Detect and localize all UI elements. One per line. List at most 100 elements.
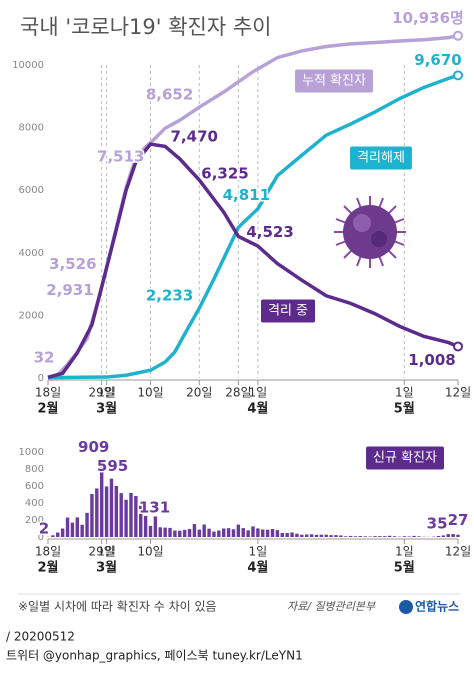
- bar: [114, 486, 119, 537]
- bar: [456, 534, 460, 537]
- label-box-bg: [350, 146, 412, 170]
- y-tick-label: 2000: [19, 310, 44, 321]
- y-tick-label: 8000: [19, 123, 44, 134]
- series-line: [47, 73, 459, 380]
- bar: [285, 533, 289, 537]
- bar: [363, 536, 367, 537]
- bar: [436, 535, 441, 537]
- label-box-bg: [260, 299, 316, 323]
- label-box: 누적 확진자: [295, 69, 374, 93]
- month-label: 4월: [247, 560, 268, 576]
- x-tick-label: 10일: [137, 545, 163, 559]
- bar: [265, 529, 270, 537]
- x-tick-label: 1일: [249, 545, 268, 559]
- y-tick-label: 6000: [19, 185, 44, 196]
- bar: [275, 530, 280, 537]
- value-label: 7,513: [97, 147, 144, 165]
- virus-icon: [334, 196, 406, 268]
- value-label: 32: [34, 348, 55, 366]
- footnote: ※일별 시차에 따라 확진자 수 차이 있음: [18, 600, 217, 614]
- bar: [319, 534, 324, 537]
- bar: [109, 478, 114, 537]
- bar: [387, 535, 392, 537]
- value-label: 2,233: [146, 287, 193, 305]
- y-tick-label: 10000: [12, 60, 44, 71]
- month-label: 5월: [394, 401, 415, 417]
- bar: [300, 534, 304, 537]
- month-label: 2월: [37, 560, 58, 576]
- x-tick-label: 1일: [395, 386, 414, 400]
- value-label: 8,652: [146, 86, 193, 104]
- bar: [192, 524, 197, 537]
- bar: [90, 494, 94, 537]
- bar: [231, 529, 236, 537]
- bar: [261, 529, 265, 537]
- label-box-bg: [295, 69, 374, 93]
- month-label: 3월: [96, 560, 117, 576]
- logo-icon: [399, 600, 413, 614]
- value-label: 27: [448, 511, 469, 529]
- x-tick-label: 20일: [186, 386, 212, 400]
- x-tick-label: 29일: [89, 545, 115, 559]
- bar: [85, 512, 89, 537]
- value-label: 2: [39, 519, 49, 537]
- end-marker: [453, 341, 463, 352]
- bar: [212, 531, 216, 537]
- x-tick-label: 10일: [137, 386, 163, 400]
- bar: [217, 530, 221, 537]
- value-label: 3,526: [49, 255, 96, 273]
- y-tick-label: 200: [25, 515, 44, 526]
- series-line: [47, 142, 459, 380]
- bar: [143, 515, 148, 537]
- bar: [353, 536, 358, 537]
- bar: [222, 528, 226, 537]
- x-tick-label: 29일: [89, 386, 115, 400]
- month-label: 5월: [394, 560, 415, 576]
- bar: [417, 536, 421, 537]
- bar: [187, 529, 192, 537]
- y-tick-label: 600: [25, 481, 44, 492]
- series-label: 격리해제: [357, 151, 405, 166]
- bar: [241, 528, 245, 537]
- bar: [178, 530, 182, 537]
- y-tick-label: 0: [38, 373, 44, 384]
- value-label: 595: [97, 457, 128, 475]
- x-tick-label: 18일: [35, 386, 61, 400]
- bar: [60, 528, 65, 537]
- bar: [451, 534, 455, 537]
- bar: [246, 530, 250, 537]
- value-label: 35: [427, 515, 448, 533]
- bar: [139, 505, 143, 537]
- bar: [334, 535, 338, 537]
- bar: [358, 536, 363, 537]
- bar: [173, 530, 177, 537]
- bar: [75, 517, 79, 537]
- bar: [236, 524, 241, 537]
- bar: [226, 528, 231, 537]
- y-tick-label: 1000: [19, 447, 44, 458]
- bar: [344, 536, 348, 537]
- value-label: 6,325: [201, 165, 248, 183]
- bar: [197, 529, 202, 537]
- bar: [158, 527, 162, 537]
- bar: [280, 533, 284, 537]
- x-tick-label: 12일: [445, 545, 471, 559]
- bar: [407, 536, 411, 537]
- social: 트위터 @yonhap_graphics, 페이스북 tuney.kr/LeYN…: [6, 649, 303, 663]
- y-tick-label: 0: [38, 532, 44, 543]
- bar: [304, 534, 309, 537]
- x-tick-label: 18일: [35, 545, 61, 559]
- x-tick-label: 28일: [225, 386, 251, 400]
- bar: [402, 536, 407, 537]
- x-tick-label: 1일: [249, 386, 268, 400]
- value-label: 2,931: [46, 281, 93, 299]
- bar: [104, 486, 109, 537]
- bar: [70, 522, 75, 537]
- bar: [80, 524, 84, 537]
- series-label: 격리 중: [268, 304, 308, 319]
- month-label: 4월: [247, 401, 268, 417]
- bar: [295, 533, 299, 537]
- bar: [383, 536, 387, 537]
- date: / 20200512: [6, 630, 75, 644]
- bar: [65, 517, 70, 537]
